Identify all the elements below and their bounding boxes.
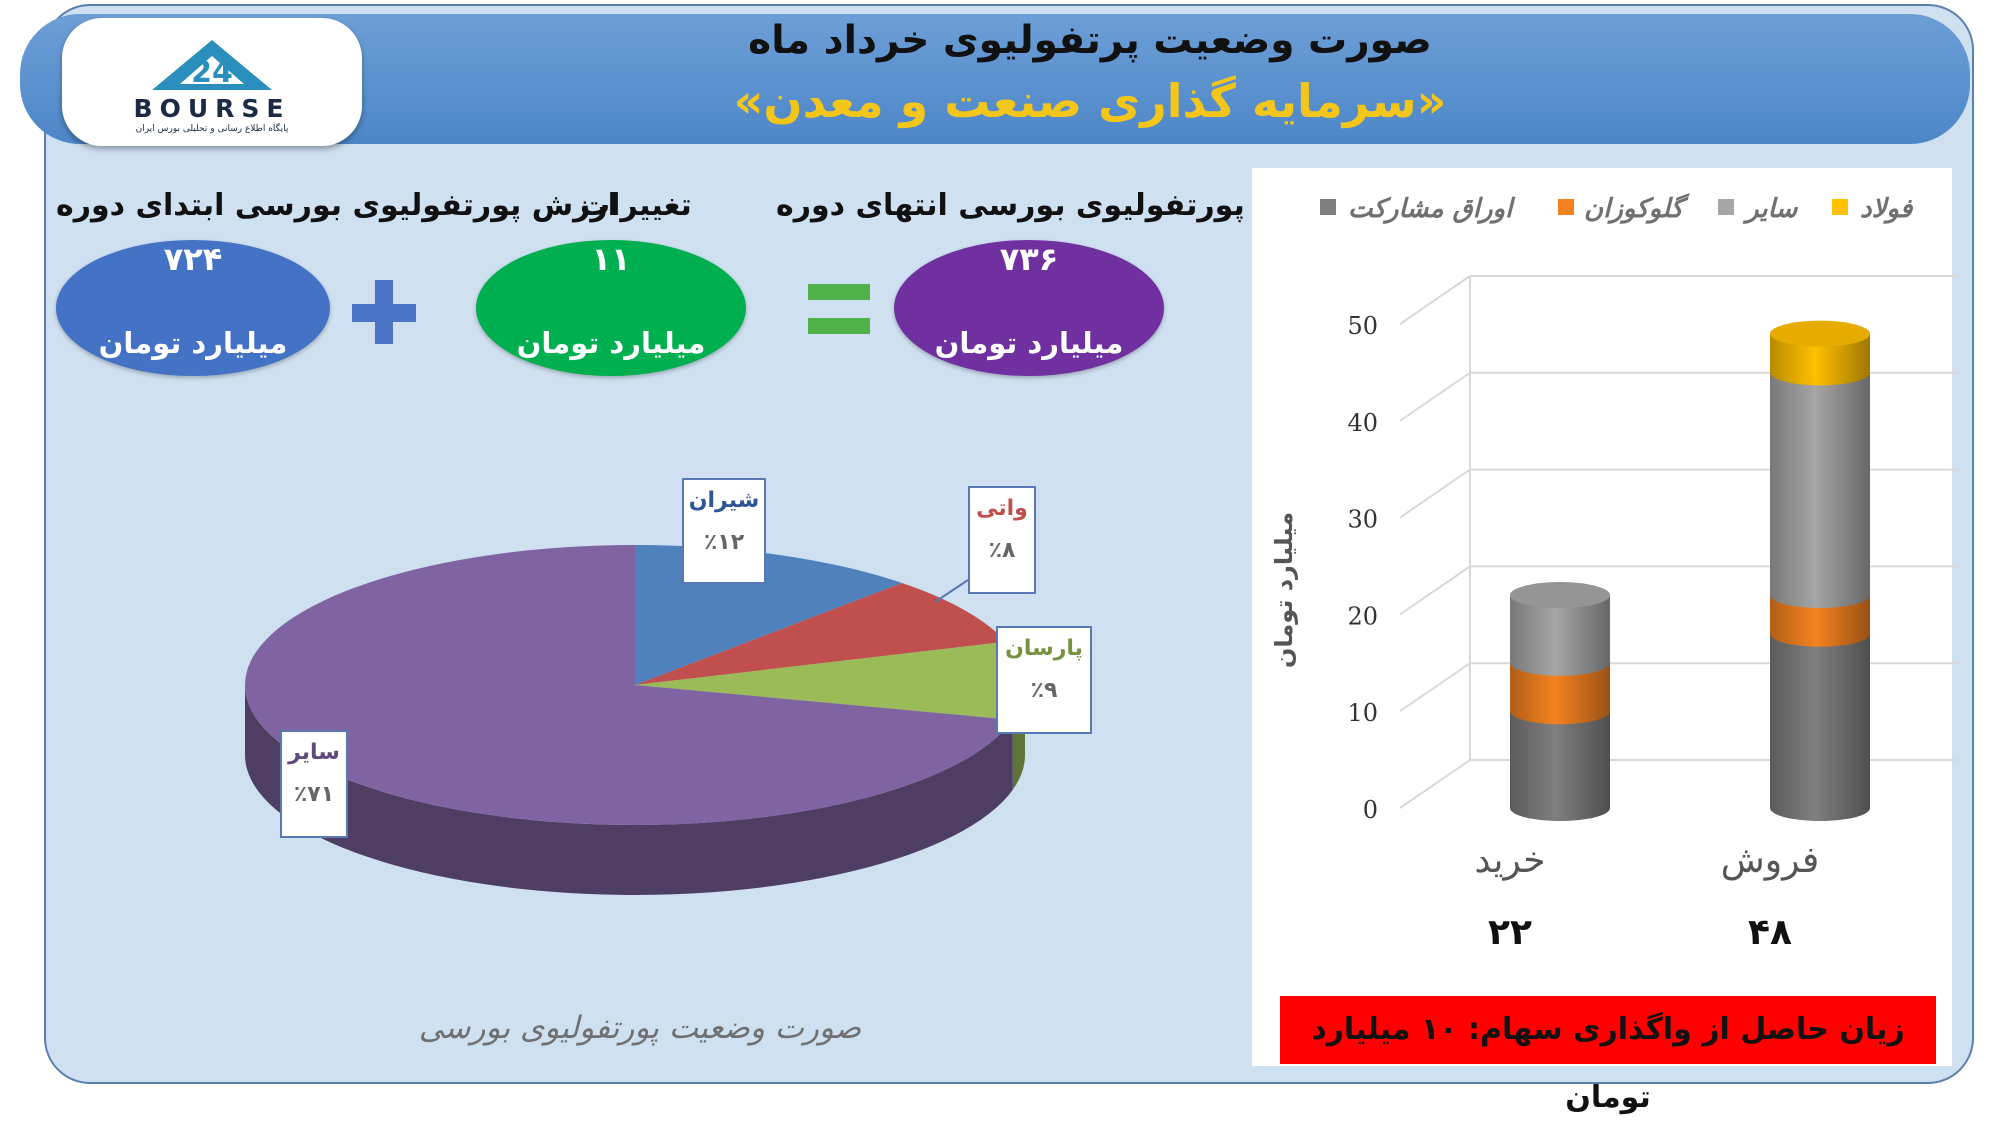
y-tick-label-1: 10	[1347, 699, 1378, 727]
pie-leader-line	[934, 579, 969, 603]
legend-other: سایر	[1746, 194, 1798, 224]
pie-side-3	[244, 685, 1013, 896]
total-sell: ۴۸	[1748, 912, 1792, 953]
legend-swatch-glucosan	[1558, 199, 1574, 215]
bar-cap-0	[1510, 582, 1610, 609]
end-value-oval: ۷۳۶ میلیارد تومان	[894, 240, 1164, 376]
pie-label-parsan: پارسان ٪۹	[996, 626, 1092, 734]
equals-icon	[808, 284, 870, 334]
pie-label-other: سایر ٪۷۱	[280, 730, 348, 838]
y-tick-label-4: 40	[1347, 409, 1378, 437]
y-tick-label-0: 0	[1363, 796, 1378, 824]
pie-label-shiran: شیران ٪۱۲	[682, 478, 766, 584]
logo-mark-icon: 24	[152, 40, 272, 90]
end-value-label: ارزش پورتفولیوی بورسی انتهای دوره	[776, 188, 1342, 223]
loss-note: زیان حاصل از واگذاری سهام: ۱۰ میلیارد تو…	[1280, 996, 1936, 1115]
bar-segment-1-1	[1770, 595, 1870, 647]
y-tick-label-3: 30	[1347, 506, 1378, 534]
pie-label-shiran-name: شیران	[688, 488, 760, 513]
grid-floor-line-0	[1399, 759, 1471, 809]
pie-slice-1	[635, 582, 1006, 685]
y-tick-label-5: 50	[1347, 312, 1378, 340]
grid-floor-line-5	[1399, 275, 1471, 325]
pie-label-other-percent: ٪۷۱	[293, 782, 335, 807]
pie-label-vati-name: واتی	[976, 496, 1028, 521]
bar-segment-0-1	[1510, 662, 1610, 725]
pie-chart-caption: صورت وضعیت پورتفولیوی بورسی	[418, 1010, 862, 1046]
total-buy: ۲۲	[1488, 912, 1532, 953]
grid-floor-line-3	[1399, 468, 1471, 519]
grid-floor-line-4	[1399, 371, 1471, 422]
category-buy: خرید	[1474, 840, 1546, 881]
pie-slice-3	[245, 545, 1013, 826]
category-sell: فروش	[1720, 840, 1820, 881]
pie-label-vati-percent: ٪۸	[988, 538, 1016, 563]
bar-segment-1-3	[1770, 333, 1870, 386]
pie-label-parsan-percent: ٪۹	[1030, 678, 1058, 703]
change-value: ۱۱	[591, 240, 631, 278]
legend-swatch-foolad	[1832, 199, 1848, 215]
legend-glucosan: گلوکوزان	[1584, 194, 1684, 224]
pie-label-parsan-name: پارسان	[1005, 636, 1083, 661]
bar-segment-1-0	[1770, 633, 1870, 821]
start-value: ۷۲۴	[163, 240, 223, 278]
pie-slice-2	[635, 641, 1026, 720]
change-value-oval: ۱۱ میلیارد تومان	[476, 240, 746, 376]
legend-swatch-bonds	[1320, 199, 1336, 215]
bar-cap-1	[1770, 320, 1870, 347]
y-axis-label: میلیارد تومان	[1270, 512, 1298, 668]
change-value-unit: میلیارد تومان	[516, 326, 706, 360]
portfolio-pie-chart	[244, 545, 1026, 896]
grid-floor-line-2	[1399, 565, 1471, 616]
trade-stacked-bar-chart: 0 10 20 30 40 50 میلیارد تومان	[1270, 275, 1960, 824]
change-label: تغییرات	[580, 188, 692, 223]
legend-foolad: فولاد	[1860, 194, 1913, 224]
bar-segment-0-2	[1510, 595, 1610, 676]
logo-text: BOURSE	[133, 94, 291, 123]
start-value-label: ارزش پورتفولیوی بورسی ابتدای دوره	[56, 188, 618, 223]
y-tick-label-2: 20	[1347, 602, 1378, 630]
legend-swatch-other	[1718, 199, 1734, 215]
end-value: ۷۳۶	[999, 240, 1059, 278]
end-value-unit: میلیارد تومان	[934, 326, 1124, 360]
start-value-oval: ۷۲۴ میلیارد تومان	[56, 240, 330, 376]
pie-label-vati: واتی ٪۸	[968, 486, 1036, 594]
bar-segment-0-0	[1510, 711, 1610, 821]
page-subtitle: «سرمایه گذاری صنعت و معدن»	[733, 74, 1447, 128]
pie-label-shiran-percent: ٪۱۲	[703, 530, 745, 555]
plus-icon	[352, 280, 416, 344]
logo-subtext: پایگاه اطلاع رسانی و تحلیلی بورس ایران	[135, 124, 289, 134]
legend-bonds: اوراق مشارکت	[1348, 194, 1513, 224]
pie-label-other-name: سایر	[288, 740, 340, 765]
bourse24-logo: 24 BOURSE پایگاه اطلاع رسانی و تحلیلی بو…	[62, 18, 362, 146]
grid-floor-line-1	[1399, 662, 1471, 713]
bar-segment-1-2	[1770, 372, 1870, 609]
page-title: صورت وضعیت پرتفولیوی خرداد ماه	[748, 18, 1432, 63]
start-value-unit: میلیارد تومان	[98, 326, 288, 360]
logo-number: 24	[191, 55, 233, 90]
